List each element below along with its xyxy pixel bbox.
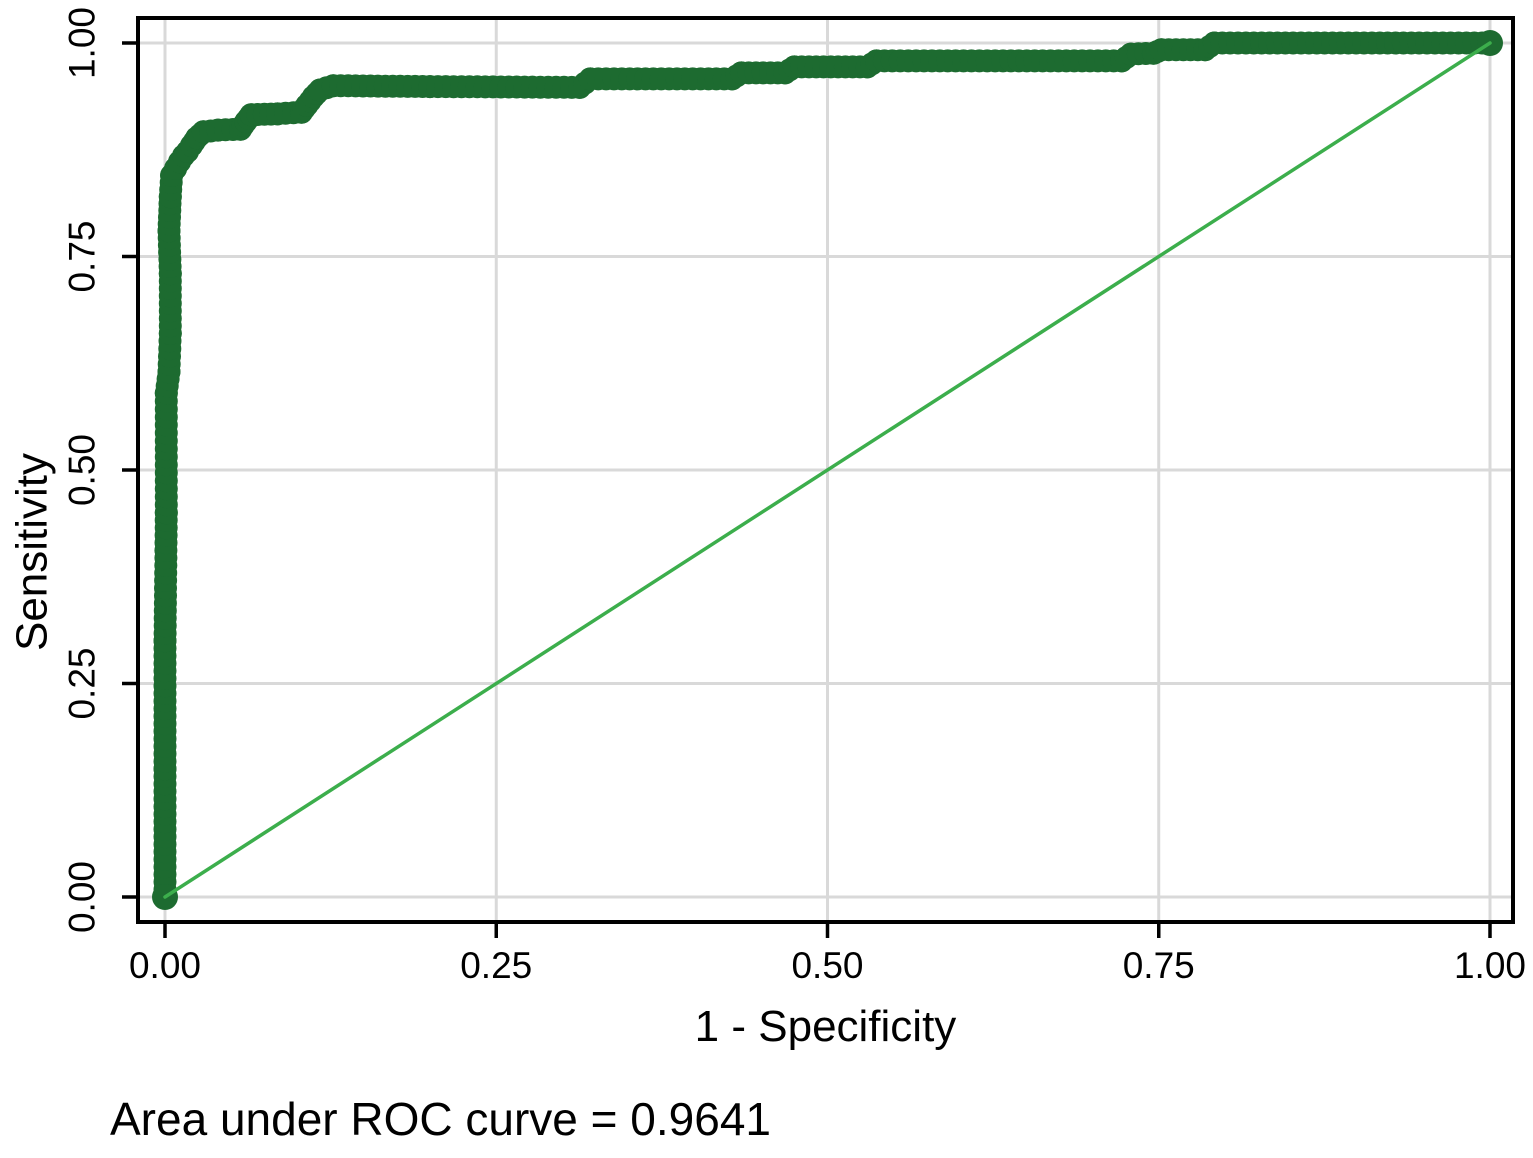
x-tick-label: 0.00 (129, 945, 201, 986)
x-axis-title: 1 - Specificity (695, 1002, 957, 1051)
x-tick-label: 1.00 (1454, 945, 1526, 986)
y-tick-label: 1.00 (62, 7, 103, 79)
x-tick-label: 0.75 (1123, 945, 1195, 986)
y-axis-title: Sensitivity (8, 453, 57, 651)
y-tick-label: 0.75 (62, 220, 103, 292)
x-tick-label: 0.50 (791, 945, 863, 986)
y-tick-label: 0.25 (62, 647, 103, 719)
y-tick-label: 0.50 (62, 434, 103, 506)
auc-caption: Area under ROC curve = 0.9641 (110, 1093, 771, 1145)
y-tick-label: 0.00 (62, 861, 103, 933)
roc-curve-markers (152, 30, 1503, 910)
x-tick-label: 0.25 (460, 945, 532, 986)
plot-border (136, 16, 1515, 924)
reference-line (163, 41, 1492, 899)
